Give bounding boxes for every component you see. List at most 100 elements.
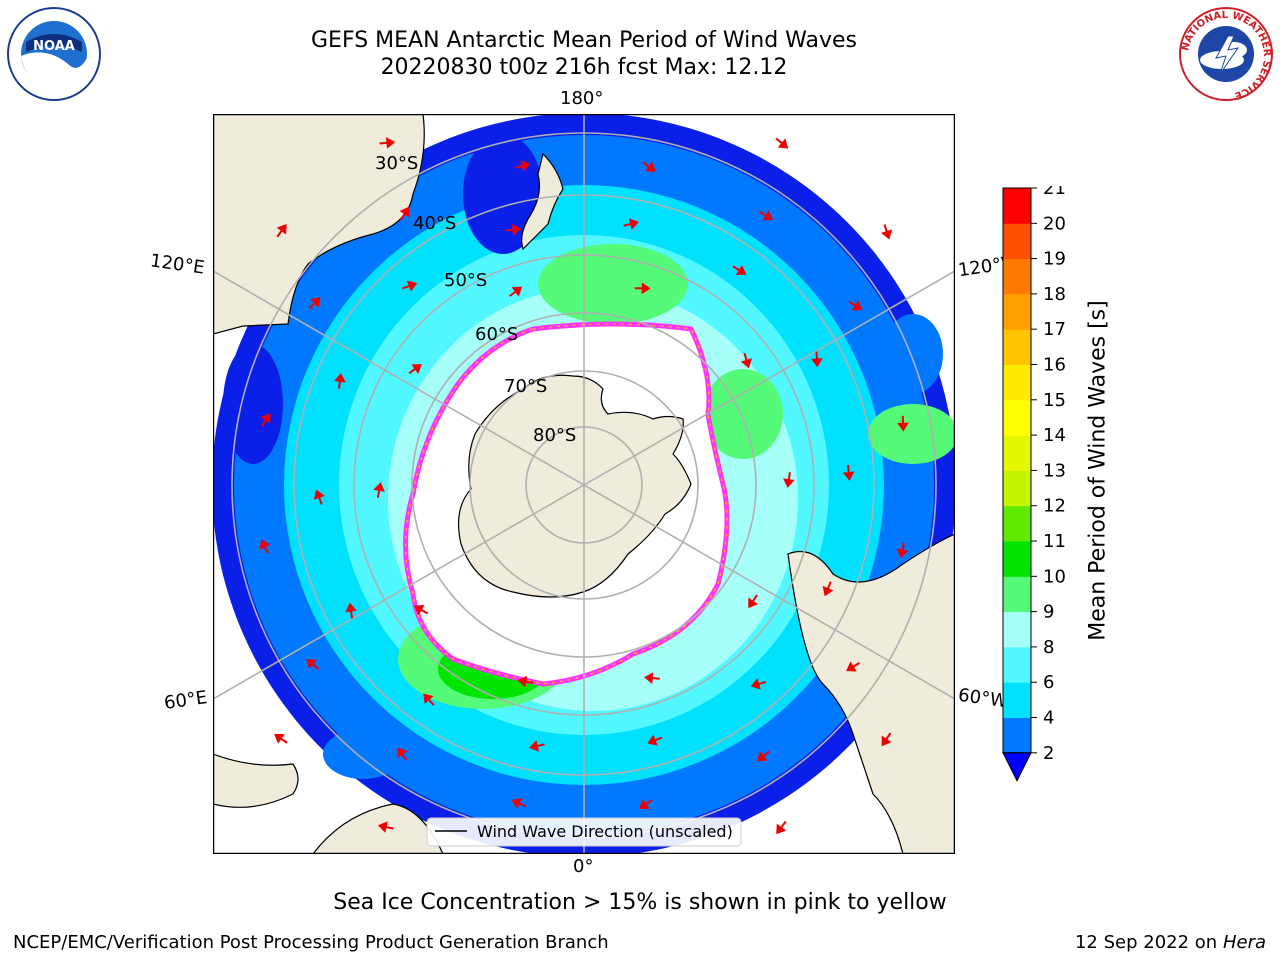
colorbar-tick-label: 12 (1043, 496, 1066, 517)
colorbar-swatch (1003, 611, 1031, 648)
colorbar-swatch (1003, 646, 1031, 683)
colorbar-swatch (1003, 717, 1031, 754)
colorbar-tick-label: 16 (1043, 355, 1066, 376)
colorbar-tick-label: 2 (1043, 743, 1054, 764)
colorbar-tick-label: 4 (1043, 708, 1054, 729)
wind-wave-arrow (334, 373, 346, 389)
wind-wave-arrow (401, 280, 418, 292)
colorbar-tick-label: 20 (1043, 213, 1066, 234)
low-period-patch (223, 344, 283, 464)
wind-wave-arrow (408, 364, 422, 375)
wind-wave-arrow (896, 542, 909, 559)
wind-wave-arrow (308, 297, 321, 310)
colorbar-tick-label: 8 (1043, 637, 1054, 658)
wind-wave-arrow (881, 224, 893, 240)
south-america (787, 533, 955, 854)
wind-wave-arrow (274, 733, 288, 744)
lat-label-50s: 50°S (444, 270, 487, 291)
wind-wave-arrow (276, 224, 287, 238)
wind-wave-arrow (897, 415, 909, 432)
wind-wave-arrow (413, 604, 429, 616)
colorbar-swatch (1003, 470, 1031, 507)
wind-wave-arrow (399, 206, 410, 221)
wind-wave-arrow (397, 747, 408, 761)
lat-label-80s: 80°S (533, 425, 576, 446)
wind-wave-arrow (776, 820, 787, 835)
wind-wave-arrow (846, 661, 861, 672)
wind-wave-arrow (638, 799, 653, 809)
colorbar: 2 4 6 8 9 10 11 12 13 14 15 16 17 18 19 20 21 (1002, 186, 1066, 782)
wind-wave-arrow (783, 472, 795, 488)
wind-wave-arrow (750, 678, 767, 690)
wind-wave-arrow (517, 675, 534, 688)
footer-machine: Hera (1222, 932, 1266, 953)
wind-wave-arrow (642, 161, 656, 172)
polar-map: 30°S 40°S 50°S 60°S 70°S 80°S Wind Wave … (213, 114, 955, 854)
wind-wave-arrow (740, 352, 753, 369)
colorbar-swatch (1003, 329, 1031, 365)
meridian-120e-60w (213, 270, 955, 700)
footer-date: 12 Sep 2022 on Hera (1074, 932, 1266, 953)
wind-wave-arrow (514, 160, 531, 172)
colorbar-swatch (1003, 682, 1031, 718)
colorbar-swatch (1003, 399, 1031, 436)
colorbar-tick-label: 11 (1043, 531, 1066, 552)
wind-wave-arrow (623, 218, 639, 230)
wind-wave-arrow (881, 732, 892, 747)
colorbar-tick-label: 13 (1043, 460, 1066, 481)
africa (213, 753, 299, 808)
wind-wave-arrow (732, 265, 747, 275)
lon-label-60e: 60°E (162, 687, 209, 714)
nws-logo: NATIONAL WEATHER SERVICE (1179, 7, 1273, 101)
wind-wave-arrow (423, 693, 435, 706)
lat-label-60s: 60°S (475, 324, 518, 345)
wind-wave-arrow (842, 465, 855, 481)
wind-wave-arrow (379, 137, 396, 149)
wind-wave-arrow (260, 413, 271, 427)
wind-wave-arrows (259, 137, 909, 835)
svg-text:Wind Wave Direction (unscaled): Wind Wave Direction (unscaled) (477, 822, 733, 841)
wind-wave-arrow (505, 223, 522, 236)
colorbar-swatch (1003, 505, 1031, 542)
wind-wave-arrow (313, 489, 325, 505)
colorbar-tick-label: 6 (1043, 672, 1054, 693)
wind-wave-arrow (822, 581, 834, 597)
wind-wave-arrow (634, 282, 651, 295)
low-period-patch (323, 729, 403, 779)
wind-wave-arrow (373, 482, 385, 498)
wind-wave-arrow (509, 286, 523, 297)
wind-wave-arrow (748, 594, 759, 609)
new-zealand (521, 152, 564, 251)
period-10-patch (868, 404, 955, 464)
colorbar-swatch (1003, 435, 1031, 471)
colorbar-swatch (1003, 258, 1031, 295)
colorbar-tick-label: 21 (1043, 186, 1066, 199)
colorbar-swatch (1003, 541, 1031, 577)
lat-label-70s: 70°S (504, 376, 547, 397)
colorbar-swatch (1003, 293, 1031, 330)
lon-label-120e: 120°E (148, 250, 206, 279)
colorbar-tick-label: 9 (1043, 602, 1054, 623)
colorbar-swatch (1003, 223, 1031, 260)
wind-wave-arrow (775, 137, 789, 149)
wind-wave-arrow (848, 300, 863, 311)
lat-label-30s: 30°S (375, 153, 418, 174)
colorbar-tick-label: 14 (1043, 425, 1066, 446)
colorbar-tick-label: 15 (1043, 390, 1066, 411)
wind-wave-arrow (811, 351, 823, 368)
lon-label-180: 180° (560, 88, 604, 109)
map-subtitle: 20220830 t00z 216h fcst Max: 12.12 (380, 55, 788, 80)
map-title: GEFS MEAN Antarctic Mean Period of Wind … (311, 28, 857, 53)
wind-wave-arrow (511, 798, 527, 809)
wind-wave-arrow (758, 210, 774, 221)
colorbar-under-extension (1002, 752, 1032, 782)
wind-wave-arrow (756, 750, 770, 762)
colorbar-swatch (1003, 188, 1031, 224)
lon-label-0: 0° (573, 856, 594, 877)
colorbar-swatch (1003, 576, 1031, 613)
wind-wave-arrow (345, 602, 357, 619)
footer-credit: NCEP/EMC/Verification Post Processing Pr… (13, 932, 609, 953)
sea-ice-edge (404, 323, 728, 685)
wind-wave-arrow (647, 734, 663, 746)
wind-wave-arrow (306, 659, 320, 670)
